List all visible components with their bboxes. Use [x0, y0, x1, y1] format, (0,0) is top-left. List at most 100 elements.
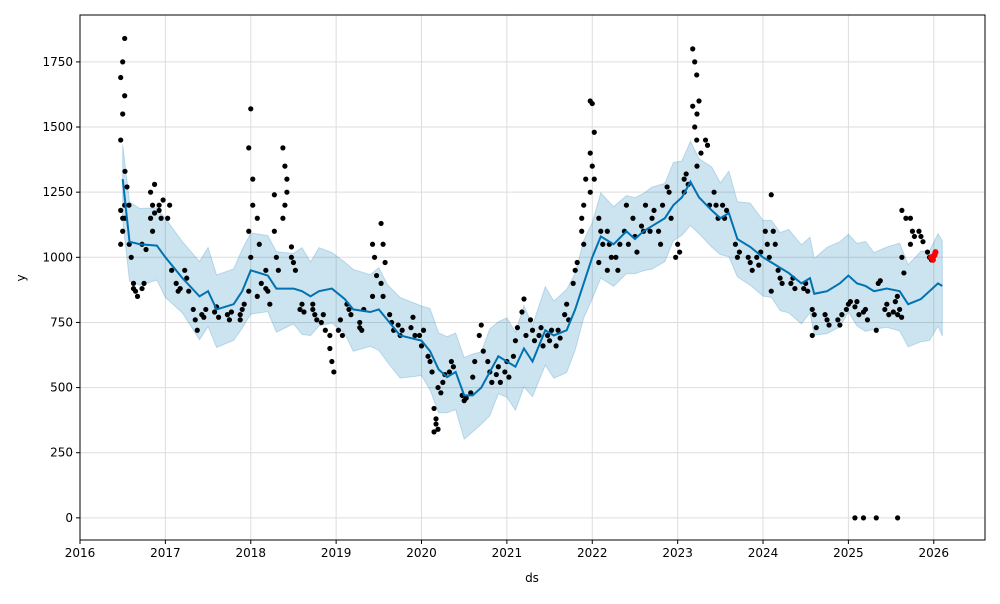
- observed-point: [290, 259, 297, 266]
- observed-point: [369, 293, 376, 299]
- observed-point: [122, 168, 128, 174]
- observed-point: [638, 223, 645, 229]
- observed-point: [805, 288, 811, 294]
- observed-point: [348, 312, 354, 318]
- observed-point: [531, 338, 538, 344]
- observed-point: [630, 215, 636, 221]
- observed-point: [248, 254, 254, 260]
- observed-point: [514, 325, 521, 331]
- observed-point: [854, 299, 860, 305]
- observed-point: [625, 241, 632, 247]
- observed-point: [301, 309, 307, 315]
- observed-point: [604, 228, 610, 234]
- observed-point: [382, 259, 388, 266]
- observed-point: [600, 241, 606, 247]
- plot-frame: [79, 14, 986, 541]
- uncertainty-interval: [122, 140, 943, 441]
- observed-point: [241, 301, 247, 307]
- observed-point: [510, 353, 517, 359]
- observed-point: [280, 215, 286, 221]
- observed-point: [835, 317, 841, 323]
- observed-point: [723, 207, 730, 214]
- observed-point: [418, 343, 425, 349]
- observed-point: [130, 285, 137, 292]
- observed-point: [440, 379, 446, 385]
- observed-point: [747, 259, 753, 266]
- observed-point: [862, 306, 869, 313]
- observed-point: [335, 327, 342, 333]
- observed-point: [373, 272, 380, 279]
- observed-point: [911, 233, 918, 240]
- observed-point: [809, 332, 815, 339]
- observed-point: [659, 202, 666, 208]
- x-tick-label: 2019: [321, 546, 352, 560]
- observed-point: [156, 207, 162, 214]
- observed-point: [555, 327, 561, 333]
- observed-point: [579, 228, 585, 234]
- observed-point: [357, 319, 363, 326]
- observed-point: [856, 312, 862, 318]
- x-tick-label: 2025: [833, 546, 864, 560]
- observed-point: [756, 262, 762, 268]
- x-axis: 2016 2017 2018 2019 2020 2021 2022 2023 2024 2025…: [65, 540, 949, 560]
- observed-point: [598, 228, 604, 234]
- observed-point: [777, 275, 783, 281]
- observed-point: [476, 332, 482, 339]
- observed-point: [322, 327, 328, 333]
- observed-point: [250, 176, 256, 182]
- observed-point: [536, 332, 542, 339]
- observed-point: [694, 111, 700, 117]
- observed-point: [216, 314, 222, 320]
- observed-point: [768, 288, 774, 294]
- observed-point: [169, 267, 175, 273]
- observed-point: [847, 299, 853, 305]
- observed-point: [839, 312, 845, 318]
- observed-point: [713, 202, 719, 208]
- observed-point: [134, 293, 141, 299]
- observed-point: [546, 338, 553, 344]
- observed-point: [897, 306, 903, 313]
- observed-point: [892, 299, 898, 305]
- observed-point: [899, 314, 905, 320]
- observed-point: [224, 312, 231, 318]
- observed-point: [655, 228, 662, 234]
- observed-point: [254, 215, 260, 221]
- x-tick-label: 2021: [492, 546, 523, 560]
- observed-point: [297, 306, 303, 313]
- observed-point: [118, 74, 124, 81]
- observed-point: [544, 332, 551, 339]
- observed-point: [649, 215, 655, 221]
- observed-point: [468, 390, 474, 396]
- observed-point: [463, 395, 469, 401]
- y-tick-label: 1250: [42, 185, 73, 199]
- observed-point: [126, 202, 132, 208]
- y-tick-label: 0: [65, 511, 73, 525]
- observed-point: [126, 241, 132, 247]
- observed-point: [824, 317, 830, 323]
- observed-point: [450, 364, 456, 370]
- y-tick-label: 1000: [42, 250, 73, 264]
- grid: [79, 15, 985, 540]
- observed-point: [764, 241, 770, 247]
- x-tick-label: 2020: [406, 546, 437, 560]
- observed-point: [212, 309, 218, 315]
- observed-point: [907, 215, 914, 221]
- observed-point: [184, 275, 190, 281]
- observed-point: [495, 364, 501, 370]
- observed-point: [690, 46, 696, 52]
- observed-point: [237, 312, 243, 318]
- observed-point: [666, 189, 672, 195]
- observed-point: [327, 332, 333, 339]
- observed-point: [809, 306, 815, 313]
- y-tick-label: 500: [50, 381, 73, 395]
- observed-point: [310, 301, 316, 307]
- observed-point: [651, 207, 657, 214]
- observed-point: [120, 59, 126, 65]
- observed-point: [882, 306, 888, 313]
- observed-point: [256, 241, 262, 247]
- observed-point: [246, 288, 252, 294]
- observed-point: [615, 267, 621, 273]
- observed-point: [907, 241, 914, 247]
- observed-point: [378, 220, 384, 227]
- observed-point: [852, 515, 858, 521]
